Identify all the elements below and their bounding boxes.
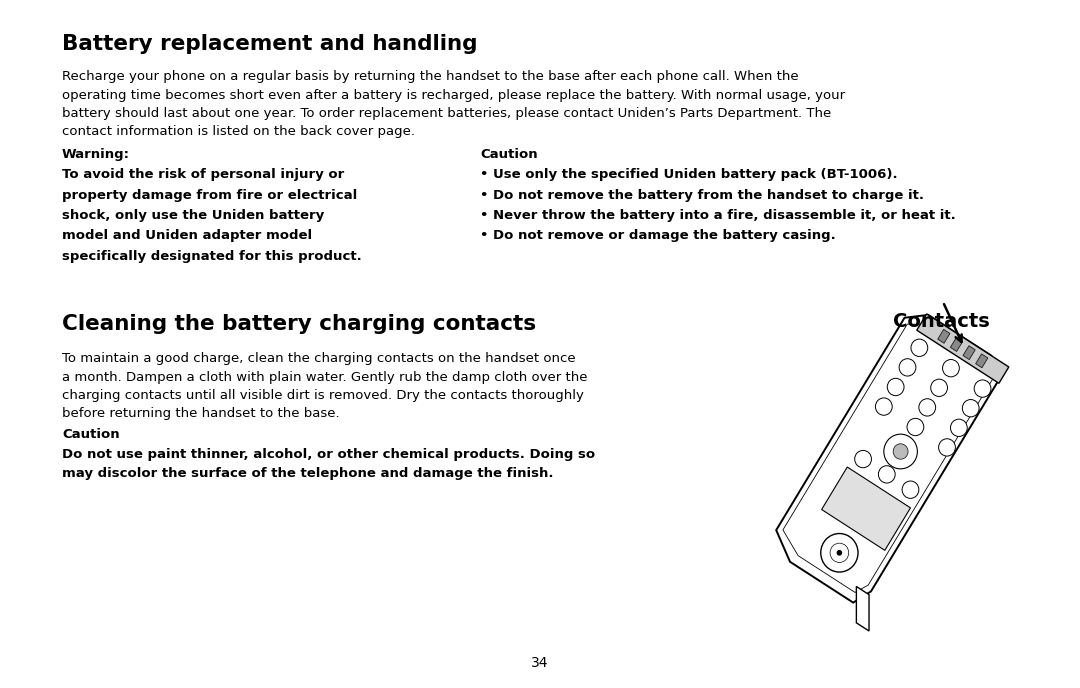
- Text: property damage from fire or electrical: property damage from fire or electrical: [62, 189, 357, 202]
- Text: may discolor the surface of the telephone and damage the finish.: may discolor the surface of the telephon…: [62, 466, 554, 480]
- Circle shape: [910, 339, 928, 356]
- Text: battery should last about one year. To order replacement batteries, please conta: battery should last about one year. To o…: [62, 107, 832, 120]
- Circle shape: [821, 533, 858, 572]
- Text: operating time becomes short even after a battery is recharged, please replace t: operating time becomes short even after …: [62, 89, 846, 102]
- Circle shape: [876, 398, 892, 416]
- Polygon shape: [822, 467, 910, 550]
- Text: • Do not remove or damage the battery casing.: • Do not remove or damage the battery ca…: [480, 230, 836, 242]
- Polygon shape: [975, 354, 988, 368]
- Text: contact information is listed on the back cover page.: contact information is listed on the bac…: [62, 125, 415, 138]
- Circle shape: [837, 550, 842, 556]
- Text: 34: 34: [531, 656, 549, 670]
- Polygon shape: [950, 338, 962, 352]
- Circle shape: [854, 451, 872, 468]
- Circle shape: [907, 418, 923, 436]
- Circle shape: [893, 444, 908, 459]
- Text: To avoid the risk of personal injury or: To avoid the risk of personal injury or: [62, 168, 345, 181]
- Text: Battery replacement and handling: Battery replacement and handling: [62, 34, 477, 54]
- Polygon shape: [856, 586, 869, 631]
- Circle shape: [939, 439, 956, 456]
- Circle shape: [962, 400, 980, 417]
- Polygon shape: [937, 330, 950, 343]
- Circle shape: [888, 378, 904, 396]
- Text: charging contacts until all visible dirt is removed. Dry the contacts thoroughly: charging contacts until all visible dirt…: [62, 389, 584, 402]
- Circle shape: [919, 399, 935, 416]
- Text: Contacts: Contacts: [893, 312, 989, 331]
- Circle shape: [974, 380, 991, 397]
- Polygon shape: [963, 346, 975, 360]
- Text: specifically designated for this product.: specifically designated for this product…: [62, 250, 362, 263]
- Text: Do not use paint thinner, alcohol, or other chemical products. Doing so: Do not use paint thinner, alcohol, or ot…: [62, 448, 595, 461]
- Text: Caution: Caution: [480, 148, 538, 161]
- Circle shape: [943, 360, 959, 377]
- Text: Cleaning the battery charging contacts: Cleaning the battery charging contacts: [62, 314, 536, 334]
- Text: before returning the handset to the base.: before returning the handset to the base…: [62, 407, 339, 420]
- Circle shape: [878, 466, 895, 483]
- Circle shape: [883, 434, 917, 469]
- Text: To maintain a good charge, clean the charging contacts on the handset once: To maintain a good charge, clean the cha…: [62, 352, 576, 365]
- Polygon shape: [917, 314, 1009, 383]
- Circle shape: [831, 543, 849, 562]
- Polygon shape: [783, 324, 993, 592]
- Text: Warning:: Warning:: [62, 148, 130, 161]
- Text: Caution: Caution: [62, 428, 120, 441]
- Text: model and Uniden adapter model: model and Uniden adapter model: [62, 230, 312, 242]
- Text: • Use only the specified Uniden battery pack (BT-1006).: • Use only the specified Uniden battery …: [480, 168, 897, 181]
- Circle shape: [902, 481, 919, 498]
- Text: • Do not remove the battery from the handset to charge it.: • Do not remove the battery from the han…: [480, 189, 924, 202]
- Text: • Never throw the battery into a fire, disassemble it, or heat it.: • Never throw the battery into a fire, d…: [480, 209, 956, 222]
- Text: a month. Dampen a cloth with plain water. Gently rub the damp cloth over the: a month. Dampen a cloth with plain water…: [62, 371, 588, 383]
- Text: shock, only use the Uniden battery: shock, only use the Uniden battery: [62, 209, 324, 222]
- Circle shape: [931, 379, 947, 396]
- Circle shape: [950, 419, 968, 436]
- Circle shape: [900, 358, 916, 376]
- Polygon shape: [777, 315, 999, 603]
- Text: Recharge your phone on a regular basis by returning the handset to the base afte: Recharge your phone on a regular basis b…: [62, 70, 798, 83]
